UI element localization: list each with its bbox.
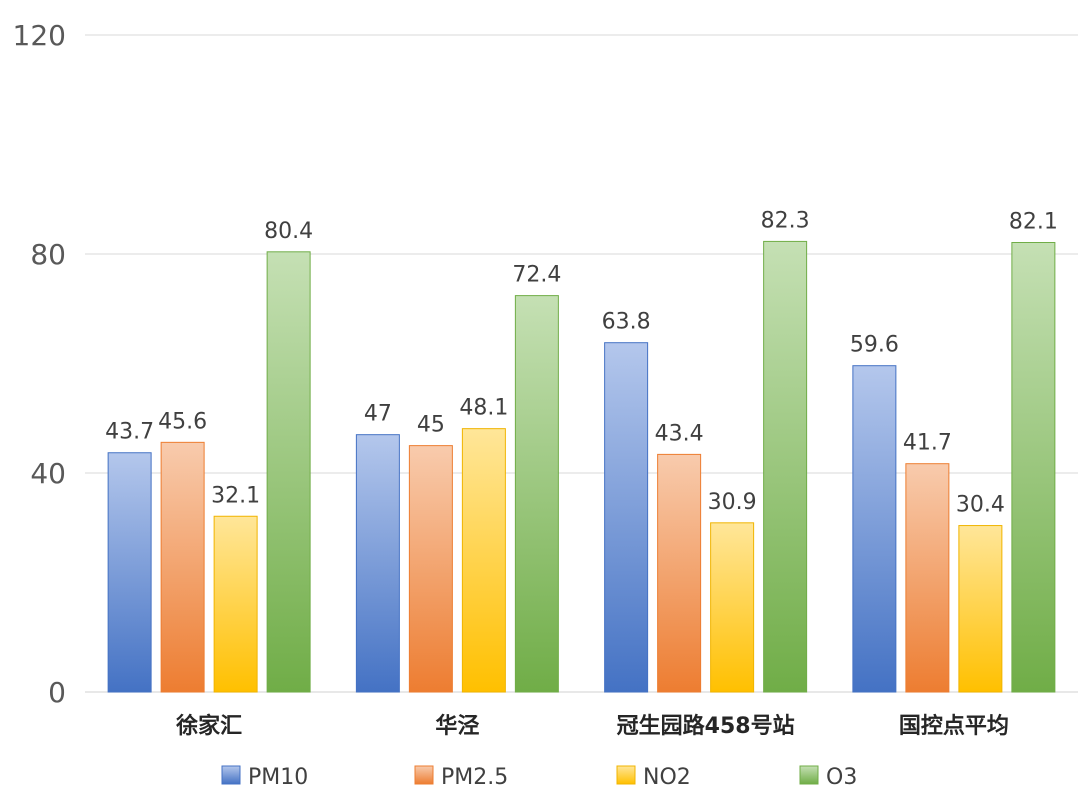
legend-swatch <box>616 765 636 785</box>
legend-swatch <box>799 765 819 785</box>
bar-pm25-3 <box>905 463 950 693</box>
data-label: 72.4 <box>512 263 561 288</box>
legend-swatch <box>414 765 434 785</box>
bar-pm10-2 <box>604 342 649 693</box>
x-tick-label: 徐家汇 <box>175 713 242 739</box>
bar-pm25-1 <box>408 445 453 693</box>
x-axis: 徐家汇 华泾 冠生园路458号站 国控点平均 <box>175 713 1009 739</box>
bar-o3-3 <box>1011 242 1056 693</box>
bar-no2-2 <box>710 522 755 693</box>
data-label: 80.4 <box>264 219 313 244</box>
legend: PM10 PM2.5 NO2 O3 <box>221 765 857 790</box>
data-label: 48.1 <box>459 396 508 421</box>
bars <box>107 240 1056 693</box>
y-tick-label: 0 <box>48 676 66 709</box>
data-label: 59.6 <box>850 333 899 358</box>
data-label: 30.9 <box>708 490 757 515</box>
data-label: 82.3 <box>761 208 810 233</box>
x-tick-label: 华泾 <box>435 713 479 739</box>
legend-label: NO2 <box>643 765 691 790</box>
legend-label: O3 <box>826 765 857 790</box>
y-axis: 0 40 80 120 <box>13 19 66 709</box>
legend-swatch <box>221 765 241 785</box>
x-tick-label: 冠生园路458号站 <box>617 713 795 739</box>
data-label: 63.8 <box>602 310 651 335</box>
bar-o3-0 <box>266 251 311 693</box>
data-label: 45 <box>417 413 445 438</box>
bar-o3-2 <box>763 240 808 693</box>
y-tick-label: 120 <box>13 19 66 52</box>
bar-no2-0 <box>213 515 258 693</box>
legend-label: PM10 <box>248 765 308 790</box>
bar-pm10-0 <box>107 452 152 693</box>
bar-pm25-0 <box>160 441 205 693</box>
x-tick-label: 国控点平均 <box>899 713 1009 739</box>
y-tick-label: 40 <box>30 457 66 490</box>
bar-pm10-1 <box>355 434 400 693</box>
data-label: 32.1 <box>211 483 260 508</box>
bar-no2-3 <box>958 525 1003 693</box>
bar-no2-1 <box>461 428 506 693</box>
data-label: 41.7 <box>903 431 952 456</box>
data-label: 30.4 <box>956 493 1005 518</box>
data-label: 43.4 <box>655 421 704 446</box>
bar-o3-1 <box>514 295 559 693</box>
data-label: 43.7 <box>105 420 154 445</box>
bar-pm10-3 <box>852 365 897 693</box>
data-label: 45.6 <box>158 409 207 434</box>
data-labels: 43.7 45.6 32.1 80.4 47 45 48.1 72.4 63.8 43.4 30.9… <box>105 208 1058 517</box>
y-tick-label: 80 <box>30 238 66 271</box>
legend-label: PM2.5 <box>441 765 508 790</box>
data-label: 47 <box>364 402 392 427</box>
bar-pm25-2 <box>657 453 702 693</box>
data-label: 82.1 <box>1009 210 1058 235</box>
